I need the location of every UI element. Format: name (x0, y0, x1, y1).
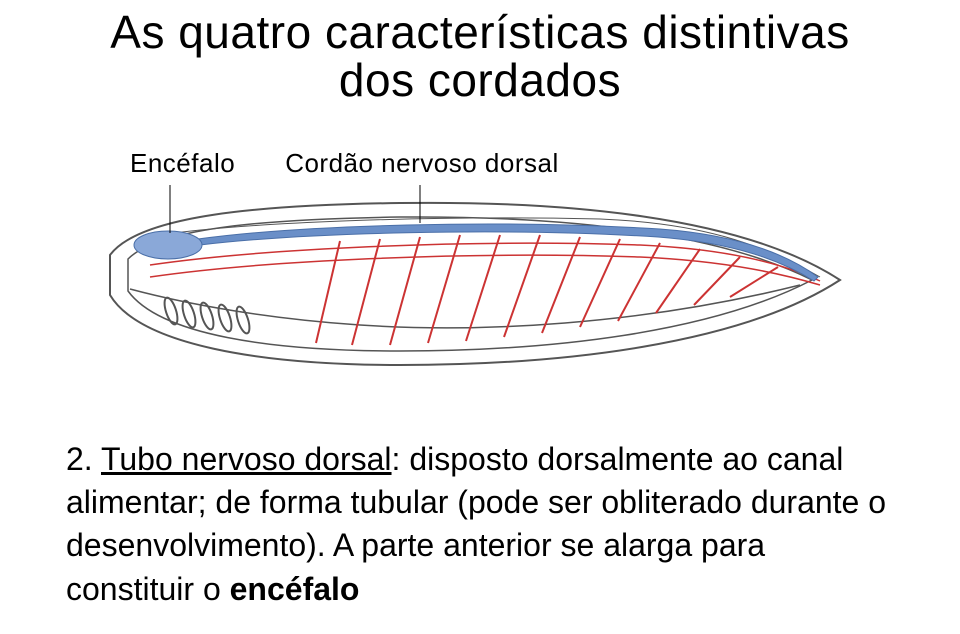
slide-title: As quatro características distintivas do… (0, 8, 960, 105)
para-line-2: alimentar; de forma tubular (pode ser ob… (66, 484, 886, 520)
item-number: 2. (66, 441, 93, 477)
para-line-4a: constituir o (66, 571, 230, 607)
title-line-1: As quatro características distintivas (110, 6, 849, 58)
after-lead: : disposto dorsalmente ao canal (392, 441, 844, 477)
encephalon (134, 231, 202, 259)
body-paragraph: 2. Tubo nervoso dorsal: disposto dorsalm… (66, 438, 906, 611)
label-cordao: Cordão nervoso dorsal (285, 148, 559, 179)
chordate-diagram (100, 185, 860, 395)
diagram-container: Encéfalo Cordão nervoso dorsal (100, 148, 860, 395)
diagram-labels-row: Encéfalo Cordão nervoso dorsal (100, 148, 860, 179)
bold-term: encéfalo (230, 571, 360, 607)
title-line-2: dos cordados (339, 54, 621, 106)
lead-term: Tubo nervoso dorsal (101, 441, 392, 477)
para-line-3: desenvolvimento). A parte anterior se al… (66, 527, 765, 563)
label-encefalo: Encéfalo (130, 148, 235, 179)
